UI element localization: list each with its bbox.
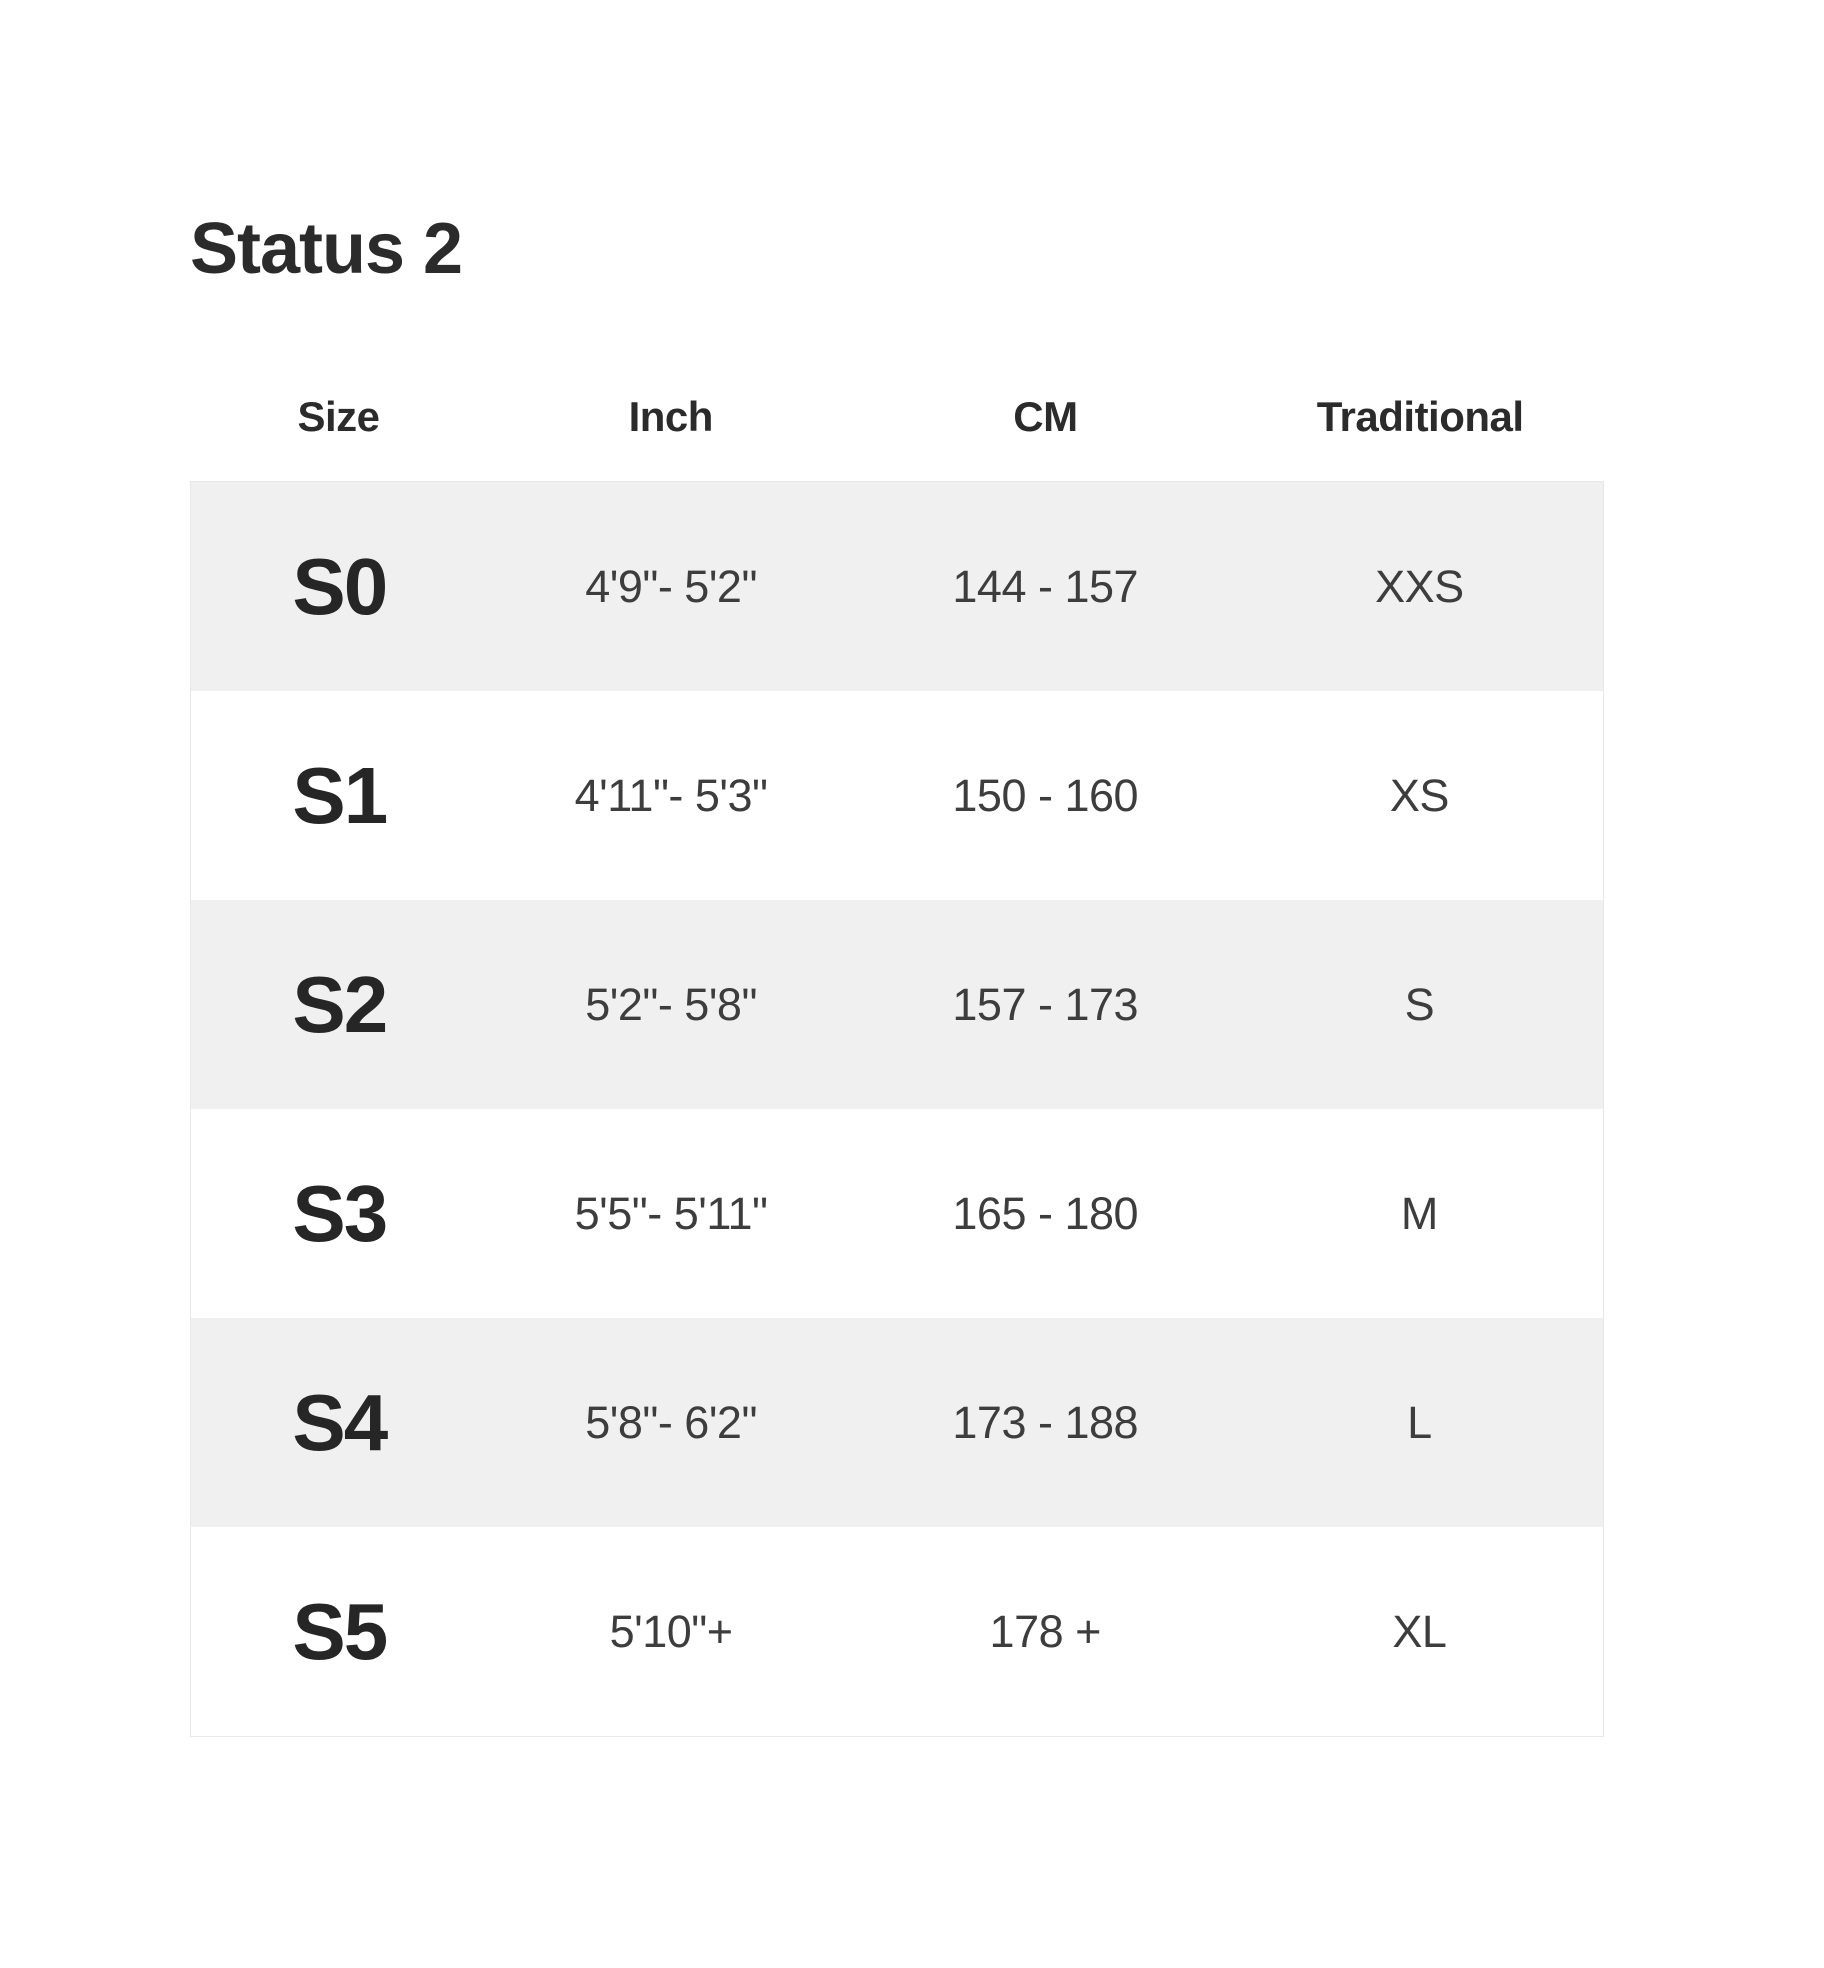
- cm-cell: 173 - 188: [952, 1396, 1139, 1448]
- table-row: S1 4'11"- 5'3" 150 - 160 XS: [191, 691, 1603, 900]
- inch-cell: 5'2"- 5'8": [585, 978, 757, 1030]
- cm-cell: 157 - 173: [952, 978, 1139, 1030]
- traditional-cell: M: [1400, 1187, 1439, 1239]
- table-row: S5 5'10"+ 178 + XL: [191, 1527, 1603, 1736]
- inch-cell: 5'8"- 6'2": [585, 1396, 757, 1448]
- column-header-size: Size: [297, 393, 380, 440]
- size-cell: S5: [292, 1586, 388, 1676]
- cm-cell: 150 - 160: [952, 769, 1139, 821]
- size-cell: S2: [292, 959, 388, 1049]
- traditional-cell: XS: [1389, 769, 1450, 821]
- size-cell: S0: [292, 541, 388, 631]
- inch-cell: 4'9"- 5'2": [585, 560, 757, 612]
- table-row: S0 4'9"- 5'2" 144 - 157 XXS: [191, 482, 1603, 691]
- table-header-row: Size Inch CM Traditional: [190, 393, 1604, 481]
- column-header-traditional: Traditional: [1316, 393, 1524, 440]
- column-header-inch: Inch: [628, 393, 714, 440]
- inch-cell: 5'5"- 5'11": [574, 1187, 768, 1239]
- size-chart-table: Size Inch CM Traditional S0 4'9"- 5'2" 1…: [190, 393, 1604, 1737]
- size-cell: S1: [292, 750, 388, 840]
- traditional-cell: L: [1407, 1396, 1432, 1448]
- cm-cell: 165 - 180: [952, 1187, 1139, 1239]
- inch-cell: 5'10"+: [609, 1605, 733, 1657]
- table-row: S3 5'5"- 5'11" 165 - 180 M: [191, 1109, 1603, 1318]
- column-header-cm: CM: [1013, 393, 1078, 440]
- traditional-cell: XL: [1392, 1605, 1447, 1657]
- cm-cell: 178 +: [989, 1605, 1102, 1657]
- size-cell: S3: [292, 1168, 388, 1258]
- table-row: S4 5'8"- 6'2" 173 - 188 L: [191, 1318, 1603, 1527]
- size-cell: S4: [292, 1377, 388, 1467]
- traditional-cell: S: [1404, 978, 1435, 1030]
- page-title: Status 2: [190, 209, 463, 289]
- cm-cell: 144 - 157: [952, 560, 1139, 612]
- table-body: S0 4'9"- 5'2" 144 - 157 XXS S1 4'11"- 5'…: [190, 481, 1604, 1737]
- table-row: S2 5'2"- 5'8" 157 - 173 S: [191, 900, 1603, 1109]
- traditional-cell: XXS: [1375, 560, 1464, 612]
- inch-cell: 4'11"- 5'3": [574, 769, 768, 821]
